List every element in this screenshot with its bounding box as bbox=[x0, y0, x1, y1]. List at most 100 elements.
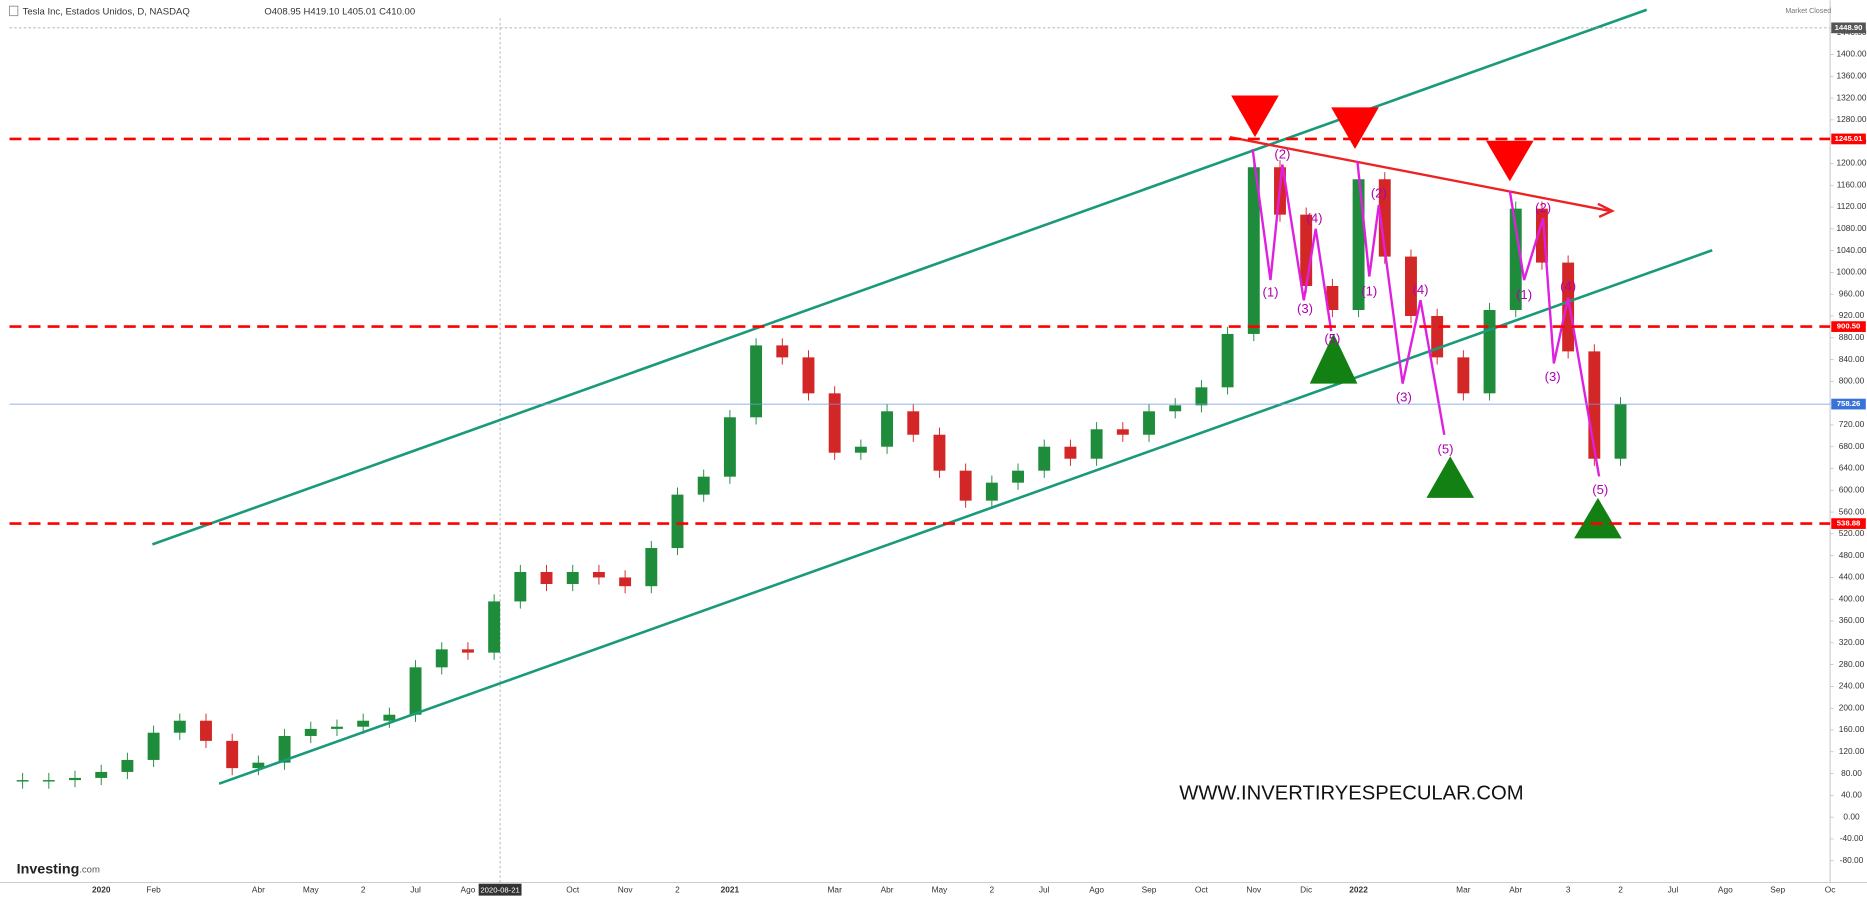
x-tick-label: Ago bbox=[1089, 884, 1104, 894]
candle bbox=[933, 434, 946, 471]
candle bbox=[854, 446, 867, 453]
wave-label: (1) bbox=[1361, 283, 1377, 298]
level-label: 1245.01 bbox=[1835, 134, 1864, 143]
x-tick-label: Mar bbox=[828, 884, 843, 894]
candle bbox=[488, 601, 501, 653]
y-tick-label: 1320.00 bbox=[1836, 92, 1866, 102]
x-tick-label: 2 bbox=[1618, 884, 1623, 894]
candle bbox=[1247, 167, 1260, 334]
arrow-head bbox=[1597, 202, 1615, 218]
x-tick-label: 2020 bbox=[92, 884, 111, 894]
candle bbox=[828, 393, 841, 453]
y-tick-label: 1080.00 bbox=[1836, 223, 1866, 233]
candle bbox=[881, 411, 894, 447]
y-tick-label: 1040.00 bbox=[1836, 245, 1866, 255]
wave-count bbox=[1251, 148, 1333, 332]
candle bbox=[619, 577, 632, 587]
x-tick-label: Jul bbox=[410, 884, 421, 894]
x-tick-label: 2021 bbox=[721, 884, 740, 894]
watermark: WWW.INVERTIRYESPECULAR.COM bbox=[1179, 783, 1523, 805]
candle bbox=[1195, 387, 1208, 406]
candle bbox=[1535, 208, 1548, 263]
y-tick-label: -40.00 bbox=[1840, 833, 1864, 843]
candle bbox=[1169, 405, 1182, 412]
sell-triangle bbox=[1331, 107, 1379, 150]
drawings bbox=[151, 8, 1713, 785]
candle bbox=[566, 572, 579, 584]
market-status: Market Closed bbox=[1785, 7, 1831, 15]
candle bbox=[750, 345, 763, 418]
sell-triangle bbox=[1485, 140, 1534, 182]
wave-label: (2) bbox=[1371, 186, 1387, 201]
candle bbox=[1064, 446, 1077, 459]
candle bbox=[200, 720, 212, 741]
x-tick-label: Nov bbox=[1246, 884, 1262, 894]
candle bbox=[1326, 286, 1339, 310]
y-tick-label: 520.00 bbox=[1839, 528, 1865, 538]
candle bbox=[121, 759, 134, 772]
candle bbox=[514, 572, 527, 602]
candle bbox=[226, 740, 239, 769]
wave-label: (2) bbox=[1274, 146, 1290, 161]
x-tick-label: Ago bbox=[461, 884, 476, 894]
collapse-icon[interactable] bbox=[9, 5, 19, 17]
y-tick-label: 680.00 bbox=[1839, 441, 1865, 451]
candle bbox=[1614, 404, 1627, 459]
level-label: 1448.90 bbox=[1835, 23, 1863, 32]
y-tick-label: 440.00 bbox=[1839, 572, 1865, 582]
candle bbox=[409, 667, 422, 715]
candle bbox=[1352, 179, 1365, 310]
candle bbox=[645, 548, 658, 587]
candle bbox=[1300, 214, 1313, 287]
x-tick-label: Mar bbox=[1456, 884, 1471, 894]
candle bbox=[461, 649, 474, 653]
y-tick-label: 160.00 bbox=[1839, 724, 1865, 734]
wave-label: (1) bbox=[1516, 287, 1532, 302]
candle bbox=[1038, 446, 1051, 471]
candle bbox=[173, 720, 186, 733]
candle bbox=[383, 714, 396, 721]
x-tick-label: Sep bbox=[1770, 884, 1785, 894]
candle bbox=[331, 726, 343, 729]
y-tick-label: 880.00 bbox=[1839, 332, 1865, 342]
wave-labels: (1) (2) (3) (4) (5) (1) (2) (3) (4) (5) … bbox=[1262, 146, 1608, 497]
candle bbox=[252, 762, 265, 769]
buy-triangle bbox=[1574, 497, 1622, 539]
level-label-box bbox=[1831, 398, 1866, 410]
level-label: 900.50 bbox=[1837, 322, 1861, 331]
y-tick-label: 320.00 bbox=[1839, 637, 1865, 647]
y-tick-label: 1280.00 bbox=[1836, 114, 1866, 124]
y-tick-label: 1200.00 bbox=[1836, 158, 1866, 168]
x-tick-label: 2022 bbox=[1349, 884, 1368, 894]
candle bbox=[69, 777, 81, 781]
wave-label: (5) bbox=[1438, 442, 1454, 457]
y-tick-label: 1000.00 bbox=[1836, 267, 1866, 277]
sell-triangle bbox=[1231, 95, 1279, 138]
crosshair-date: 2020-08-21 bbox=[480, 885, 519, 894]
channel-lower bbox=[218, 249, 1713, 785]
logo-brand: Investing bbox=[17, 861, 80, 877]
y-tick-label: 120.00 bbox=[1839, 746, 1865, 756]
candle bbox=[1431, 315, 1444, 358]
candle bbox=[802, 357, 815, 394]
y-tick-label: 920.00 bbox=[1839, 310, 1865, 320]
candle bbox=[1509, 208, 1522, 310]
logo-suffix: .com bbox=[79, 864, 100, 875]
y-tick-label: 1400.00 bbox=[1836, 49, 1866, 59]
candle bbox=[1457, 357, 1470, 394]
x-tick-label: May bbox=[932, 884, 949, 894]
level-label-box bbox=[1831, 22, 1866, 34]
candle bbox=[1116, 429, 1129, 435]
y-tick-label: 1360.00 bbox=[1836, 70, 1866, 80]
x-tick-label: Sep bbox=[1142, 884, 1157, 894]
candle bbox=[540, 572, 553, 584]
x-tick-label: Ago bbox=[1718, 884, 1733, 894]
candle bbox=[671, 494, 684, 549]
buy-triangle bbox=[1309, 333, 1358, 384]
wave-label: (1) bbox=[1262, 285, 1278, 300]
y-tick-label: 400.00 bbox=[1839, 593, 1865, 603]
crosshair-date-box bbox=[478, 883, 522, 896]
wave-label: (3) bbox=[1396, 389, 1412, 404]
